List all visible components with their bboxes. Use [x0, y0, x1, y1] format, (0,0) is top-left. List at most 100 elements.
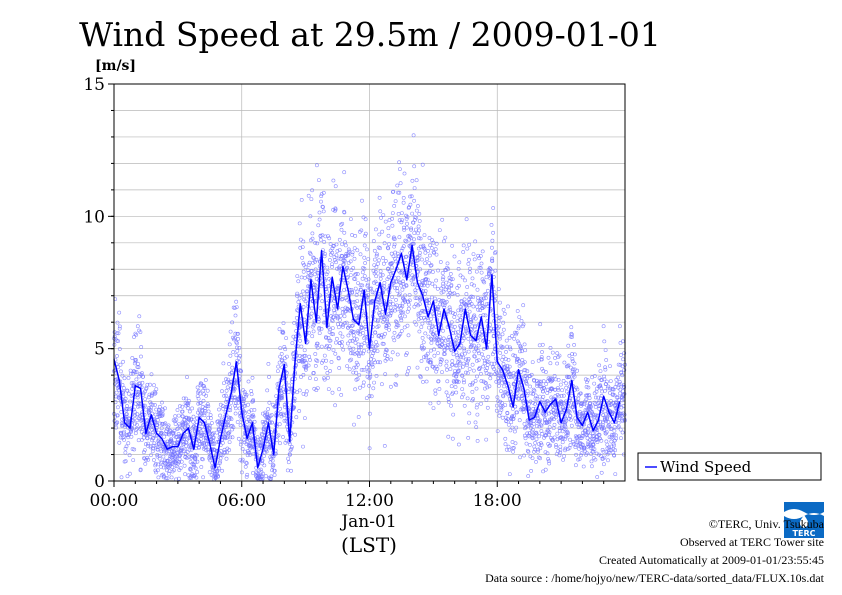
scatter-point	[515, 309, 520, 313]
scatter-point	[592, 437, 596, 442]
scatter-point	[537, 434, 542, 439]
scatter-point	[132, 447, 137, 452]
scatter-point	[448, 271, 453, 276]
scatter-point	[604, 439, 609, 444]
scatter-point	[451, 311, 455, 315]
scatter-point	[283, 440, 288, 445]
scatter-point	[301, 372, 306, 377]
scatter-point	[599, 438, 604, 443]
scatter-point	[401, 244, 406, 249]
scatter-point	[586, 429, 591, 434]
scatter-point	[211, 447, 216, 452]
scatter-point	[482, 304, 486, 309]
scatter-point	[423, 289, 428, 293]
scatter-point	[330, 319, 335, 323]
scatter-point	[129, 434, 134, 439]
scatter-point	[314, 163, 319, 168]
scatter-point	[389, 271, 393, 276]
scatter-point	[549, 386, 554, 391]
scatter-point	[281, 435, 285, 439]
scatter-point	[428, 243, 433, 248]
scatter-point	[420, 321, 425, 326]
scatter-point	[504, 349, 508, 354]
scatter-point	[437, 228, 442, 233]
scatter-point	[251, 414, 256, 419]
scatter-point	[535, 396, 540, 401]
scatter-point	[579, 451, 584, 456]
scatter-point	[319, 326, 324, 331]
scatter-point	[595, 437, 600, 442]
scatter-point	[339, 339, 344, 344]
scatter-point	[424, 277, 429, 282]
scatter-point	[595, 386, 599, 391]
scatter-point	[458, 273, 463, 278]
scatter-point	[390, 216, 395, 221]
scatter-point	[385, 356, 390, 361]
scatter-point	[465, 371, 470, 376]
scatter-point	[575, 368, 580, 373]
scatter-point	[481, 279, 486, 284]
scatter-point	[474, 345, 479, 350]
scatter-point	[313, 363, 318, 368]
scatter-point	[382, 443, 387, 448]
scatter-point	[412, 237, 416, 242]
scatter-point	[501, 307, 506, 312]
scatter-point	[440, 277, 445, 282]
scatter-point	[472, 354, 477, 359]
scatter-point	[432, 353, 437, 358]
scatter-point	[497, 324, 502, 329]
scatter-point	[307, 260, 312, 265]
scatter-point	[507, 364, 512, 369]
scatter-point	[204, 441, 209, 446]
scatter-point	[356, 329, 360, 334]
scatter-point	[448, 310, 453, 315]
scatter-point	[386, 246, 391, 251]
scatter-point	[217, 461, 222, 466]
scatter-point	[143, 407, 148, 412]
scatter-point	[508, 428, 513, 433]
scatter-point	[188, 467, 193, 472]
scatter-point	[201, 427, 206, 432]
scatter-point	[191, 419, 196, 424]
scatter-point	[506, 422, 511, 427]
scatter-point	[339, 227, 344, 232]
scatter-point	[348, 339, 353, 343]
scatter-point	[365, 282, 370, 287]
scatter-point	[123, 446, 128, 451]
scatter-point	[610, 410, 615, 415]
scatter-point	[233, 395, 237, 400]
scatter-point	[180, 409, 185, 414]
scatter-point	[167, 449, 172, 454]
scatter-point	[567, 374, 572, 379]
scatter-point	[277, 327, 282, 332]
scatter-point	[446, 400, 451, 404]
data-source-text: Data source : /home/hojyo/new/TERC-data/…	[485, 571, 824, 585]
scatter-point	[476, 351, 481, 356]
scatter-point	[537, 379, 542, 384]
scatter-point	[457, 313, 462, 318]
scatter-point	[564, 418, 569, 423]
scatter-point	[574, 463, 578, 468]
scatter-point	[297, 409, 302, 413]
scatter-point	[611, 387, 616, 392]
scatter-point	[552, 373, 557, 378]
scatter-point	[417, 329, 422, 334]
scatter-point	[592, 374, 597, 378]
scatter-point	[317, 331, 322, 336]
scatter-point	[173, 456, 178, 461]
scatter-point	[284, 336, 289, 341]
scatter-point	[412, 282, 417, 287]
scatter-point	[375, 318, 380, 323]
scatter-point	[458, 317, 463, 322]
scatter-point	[163, 406, 167, 411]
scatter-point	[138, 330, 143, 335]
scatter-point	[475, 402, 480, 407]
scatter-point	[553, 377, 558, 382]
scatter-point	[476, 358, 481, 363]
scatter-point	[531, 427, 535, 432]
scatter-point	[157, 456, 162, 461]
scatter-point	[546, 419, 551, 424]
scatter-point	[507, 335, 512, 340]
scatter-point	[466, 356, 471, 361]
scatter-point	[217, 407, 221, 412]
